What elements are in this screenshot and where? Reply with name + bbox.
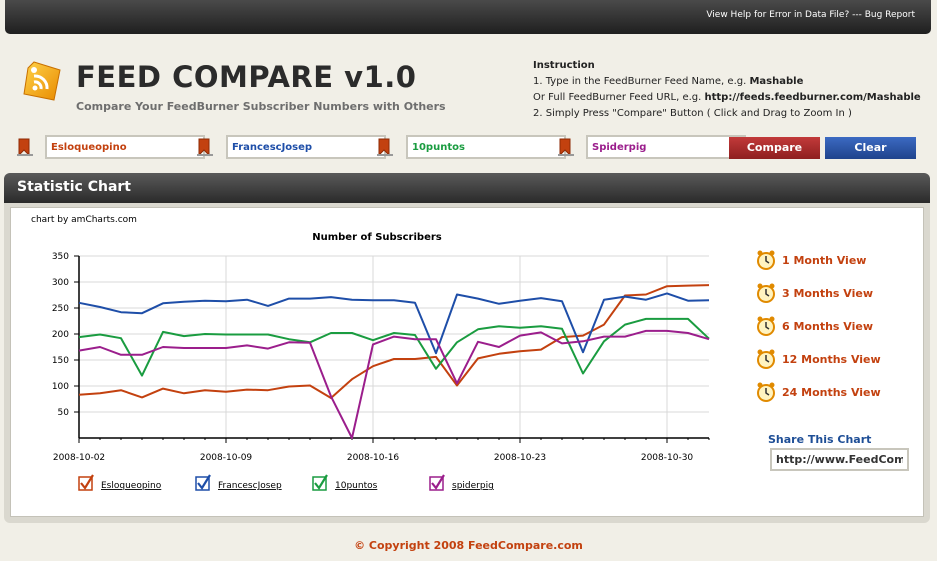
series-line-3 — [78, 317, 710, 377]
panel-title: Statistic Chart — [17, 179, 131, 195]
alarm-clock-icon — [757, 382, 775, 402]
feed-input-1[interactable] — [45, 135, 205, 159]
view-label: 3 Months View — [782, 287, 873, 300]
help-link[interactable]: View Help for Error in Data File? — [706, 10, 850, 20]
alarm-clock-icon — [757, 349, 775, 369]
legend-label: FrancescJosep — [218, 481, 282, 491]
page-title: FEED COMPARE v1.0 — [76, 60, 417, 94]
alarm-clock-icon — [757, 250, 775, 270]
legend-label: 10puntos — [335, 481, 378, 491]
chart-credit: chart by amCharts.com — [31, 215, 137, 225]
legend-label: spiderpig — [452, 481, 494, 491]
compare-button[interactable]: Compare — [729, 137, 820, 159]
legend-item-1: Esloqueopino — [78, 474, 162, 491]
legend-item-2: FrancescJosep — [195, 474, 282, 491]
bookmark-icon — [377, 138, 393, 157]
x-tick-label: 2008-10-30 — [641, 453, 694, 463]
bookmark-icon — [558, 138, 574, 157]
y-tick-label: 100 — [52, 382, 69, 392]
y-tick-label: 300 — [52, 278, 69, 288]
alarm-clock-icon — [757, 316, 775, 336]
view-label: 12 Months View — [782, 353, 881, 366]
bug-report-link[interactable]: Bug Report — [864, 10, 915, 20]
series-line-4 — [78, 329, 710, 439]
share-url-input[interactable] — [770, 448, 909, 471]
instruction-line-3: 2. Simply Press "Compare" Button ( Click… — [533, 108, 852, 119]
series-line-1 — [78, 284, 710, 399]
link-separator: --- — [849, 10, 865, 20]
alarm-clock-icon — [757, 283, 775, 303]
instruction-line-2: Or Full FeedBurner Feed URL, e.g. http:/… — [533, 92, 921, 103]
view-label: 1 Month View — [782, 254, 867, 267]
y-tick-label: 200 — [52, 330, 69, 340]
topbar-links: View Help for Error in Data File? --- Bu… — [706, 10, 915, 20]
x-tick-label: 2008-10-09 — [200, 453, 253, 463]
x-tick-label: 2008-10-02 — [53, 453, 105, 463]
legend-label: Esloqueopino — [101, 481, 162, 491]
series-line-2 — [78, 292, 710, 355]
view-label: 6 Months View — [782, 320, 873, 333]
page-subtitle: Compare Your FeedBurner Subscriber Numbe… — [76, 100, 446, 113]
instruction-line-1: 1. Type in the FeedBurner Feed Name, e.g… — [533, 76, 804, 87]
bookmark-icon — [197, 138, 213, 157]
feed-input-4[interactable] — [586, 135, 746, 159]
share-title: Share This Chart — [768, 433, 872, 446]
y-tick-label: 50 — [58, 408, 70, 418]
feed-input-2[interactable] — [226, 135, 386, 159]
legend-item-4: spiderpig — [429, 474, 494, 491]
y-tick-label: 350 — [52, 252, 69, 262]
chart-title: Number of Subscribers — [312, 232, 442, 243]
top-bar: View Help for Error in Data File? --- Bu… — [5, 0, 931, 34]
y-tick-label: 250 — [52, 304, 69, 314]
clear-button[interactable]: Clear — [825, 137, 916, 159]
y-tick-label: 150 — [52, 356, 69, 366]
x-tick-label: 2008-10-16 — [347, 453, 400, 463]
rss-tag-icon — [23, 61, 61, 101]
view-label: 24 Months View — [782, 386, 881, 399]
subscriber-chart[interactable]: chart by amCharts.com Number of Subscribe… — [10, 40, 740, 500]
x-tick-label: 2008-10-23 — [494, 453, 546, 463]
instruction-title: Instruction — [533, 60, 595, 71]
panel-header: Statistic Chart — [4, 173, 930, 203]
instruction-block: Instruction 1. Type in the FeedBurner Fe… — [533, 58, 921, 122]
copyright: © Copyright 2008 FeedCompare.com — [354, 539, 583, 552]
legend-item-3: 10puntos — [312, 474, 378, 491]
bookmark-icon — [17, 138, 33, 157]
